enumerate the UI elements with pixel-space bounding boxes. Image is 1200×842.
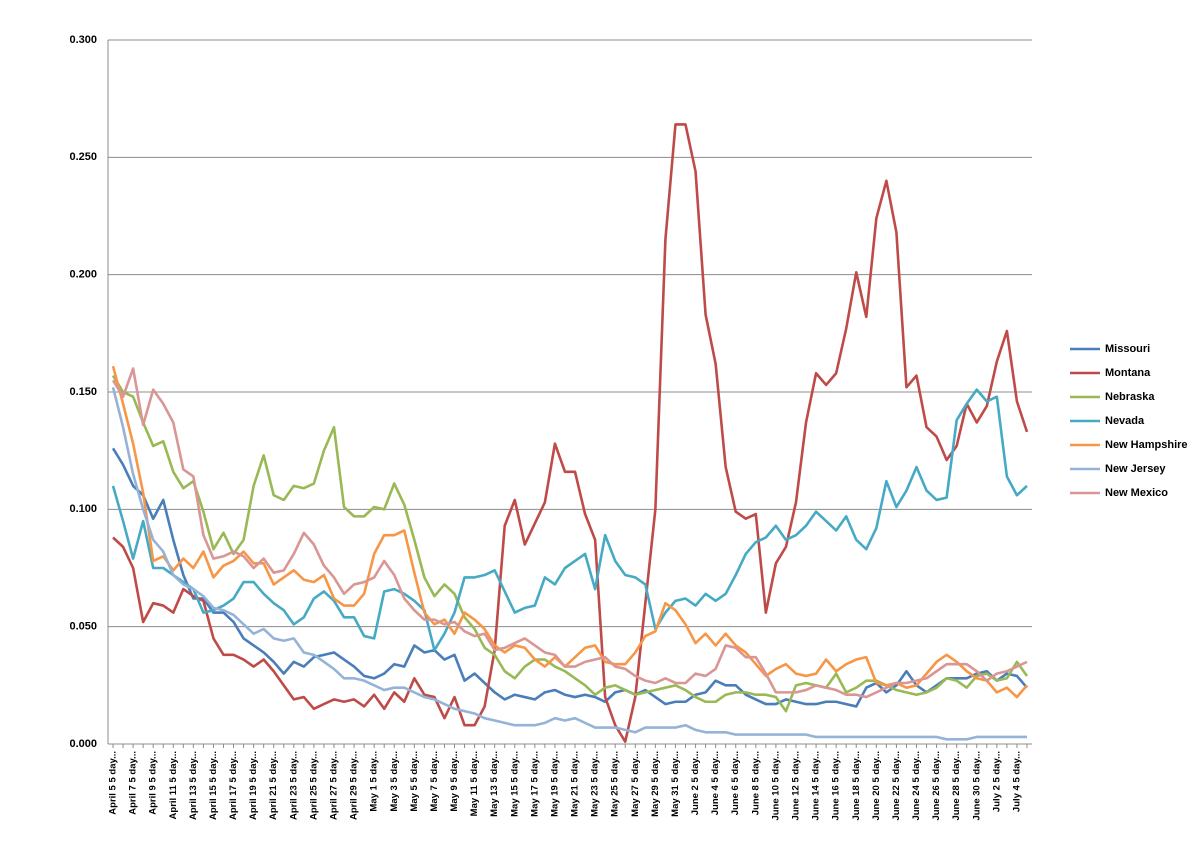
x-tick-label: May 19 5 day... (549, 751, 560, 817)
y-tick-label: 0.150 (69, 386, 97, 398)
series-line (111, 386, 1027, 741)
x-tick-label: July 2 5 day... (991, 751, 1002, 812)
y-tick-label: 0.100 (69, 503, 97, 515)
x-tick-label: June 2 5 day... (690, 751, 701, 815)
x-tick-label: June 14 5 day... (811, 751, 822, 821)
legend-label: Missouri (1105, 343, 1150, 355)
x-tick-label: June 12 5 day... (790, 751, 801, 821)
x-tick-label: April 23 5 day... (288, 751, 299, 820)
x-tick-label: May 5 5 day... (409, 751, 420, 812)
series-line (111, 388, 1028, 652)
x-tick-label: April 13 5 day... (188, 751, 199, 820)
x-tick-label: May 21 5 day... (570, 751, 581, 817)
x-tick-label: April 7 5 day... (128, 751, 139, 815)
x-tick-label: June 6 5 day... (730, 751, 741, 815)
y-tick-label: 0.050 (69, 621, 97, 633)
x-tick-label: May 13 5 day... (489, 751, 500, 817)
x-tick-label: June 30 5 day... (971, 751, 982, 821)
x-tick-label: May 27 5 day... (630, 751, 641, 817)
legend-label: New Hampshire (1105, 439, 1188, 451)
x-tick-label: April 21 5 day... (268, 751, 279, 820)
x-tick-label: June 28 5 day... (951, 751, 962, 821)
x-tick-label: May 31 5 day... (670, 751, 681, 817)
x-tick-label: July 4 5 day... (1011, 751, 1022, 812)
x-tick-label: May 25 5 day... (610, 751, 621, 817)
y-tick-label: 0.300 (69, 34, 97, 46)
y-tick-label: 0.200 (69, 269, 97, 281)
x-tick-label: April 19 5 day... (248, 751, 259, 820)
legend-label: New Jersey (1105, 463, 1166, 475)
x-tick-label: June 10 5 day... (770, 751, 781, 821)
x-tick-label: June 4 5 day... (710, 751, 721, 815)
x-tick-label: June 22 5 day... (891, 751, 902, 821)
legend-label: New Mexico (1105, 487, 1168, 499)
y-tick-label: 0.250 (69, 151, 97, 163)
x-tick-label: May 17 5 day... (529, 751, 540, 817)
x-tick-label: June 24 5 day... (911, 751, 922, 821)
legend-label: Montana (1105, 367, 1151, 379)
legend-label: Nebraska (1105, 391, 1155, 403)
y-tick-label: 0.000 (69, 738, 97, 750)
x-tick-label: April 15 5 day... (208, 751, 219, 820)
x-tick-label: May 9 5 day... (449, 751, 460, 812)
x-tick-label: June 20 5 day... (871, 751, 882, 821)
series-line (111, 447, 1028, 708)
series-line (111, 367, 1028, 699)
series-line (111, 365, 1028, 699)
x-tick-label: April 11 5 day... (168, 751, 179, 819)
x-tick-label: April 27 5 day... (328, 751, 339, 820)
x-tick-label: April 9 5 day... (148, 751, 159, 815)
x-tick-label: April 29 5 day... (349, 751, 360, 820)
x-tick-label: June 18 5 day... (851, 751, 862, 821)
x-tick-label: June 26 5 day... (931, 751, 942, 821)
x-tick-label: May 23 5 day... (590, 751, 601, 817)
x-tick-label: May 1 5 day... (369, 751, 380, 812)
x-tick-label: April 5 5 day... (108, 751, 119, 815)
x-tick-label: May 3 5 day... (389, 751, 400, 812)
x-tick-label: April 17 5 day... (228, 751, 239, 820)
x-tick-label: May 29 5 day... (650, 751, 661, 817)
x-tick-label: June 16 5 day... (831, 751, 842, 821)
x-tick-label: May 15 5 day... (509, 751, 520, 817)
legend-label: Nevada (1105, 415, 1145, 427)
x-tick-label: June 8 5 day... (750, 751, 761, 815)
series-line (112, 123, 1029, 743)
x-tick-label: May 7 5 day... (429, 751, 440, 812)
x-tick-label: May 11 5 day... (469, 751, 480, 816)
x-tick-label: April 25 5 day... (308, 751, 319, 820)
